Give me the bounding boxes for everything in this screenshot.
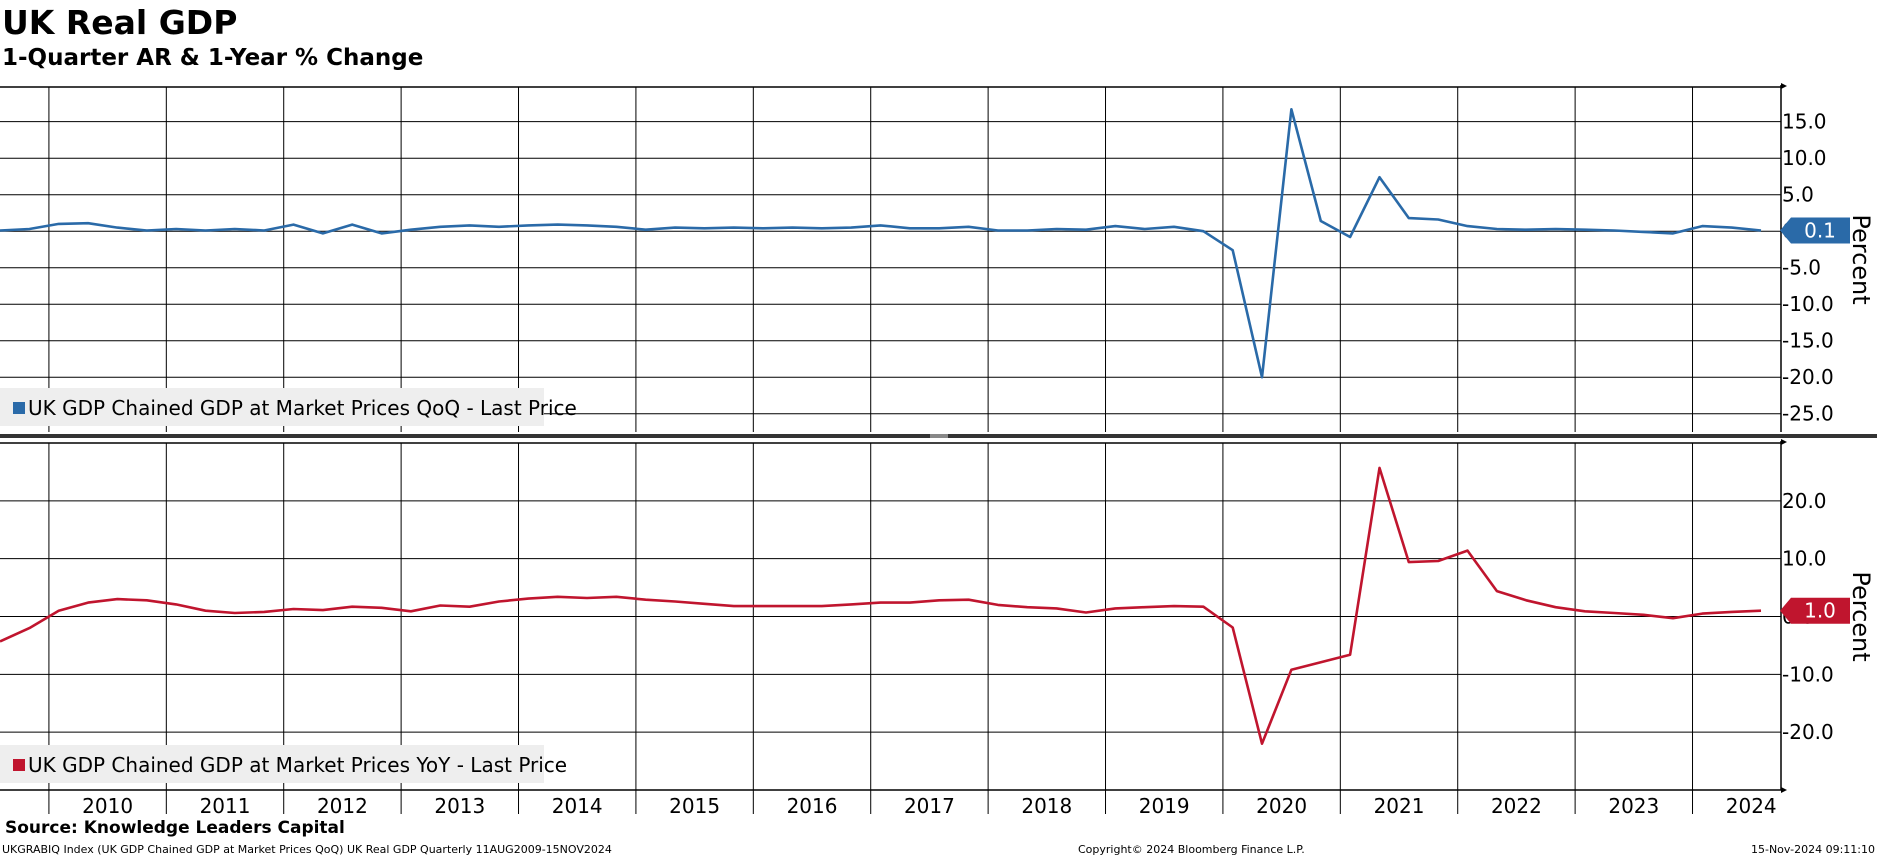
- legend-background: [0, 388, 544, 426]
- legends: UK GDP Chained GDP at Market Prices QoQ …: [0, 388, 577, 783]
- badge-shape: [1780, 597, 1850, 624]
- x-axis-arrow: [1781, 787, 1787, 793]
- footer-copyright: Copyright© 2024 Bloomberg Finance L.P.: [1078, 843, 1305, 856]
- x-tick-label: 2013: [434, 794, 485, 818]
- qoq-series-line: [0, 108, 1762, 379]
- source-note: Source: Knowledge Leaders Capital: [5, 818, 345, 838]
- yoy-series-line: [0, 466, 1762, 746]
- legend-swatch: [13, 402, 25, 414]
- badge-value: 0.1: [1804, 218, 1836, 242]
- legend-yoy: UK GDP Chained GDP at Market Prices YoY …: [0, 745, 567, 783]
- chart-subtitle: 1-Quarter AR & 1-Year % Change: [2, 45, 424, 71]
- footer-timestamp: 15-Nov-2024 09:11:10: [1750, 843, 1875, 856]
- y-tick-label: -20.0: [1782, 720, 1834, 744]
- axis-arrow: [1781, 439, 1787, 445]
- x-tick-label: 2016: [787, 794, 838, 818]
- x-tick-label: 2017: [904, 794, 955, 818]
- footer-description: UKGRABIQ Index (UK GDP Chained GDP at Ma…: [2, 843, 612, 856]
- legend-label: UK GDP Chained GDP at Market Prices YoY …: [28, 753, 567, 777]
- y-tick-label: -5.0: [1782, 256, 1821, 280]
- legend-qoq: UK GDP Chained GDP at Market Prices QoQ …: [0, 388, 577, 426]
- y-tick-label: -20.0: [1782, 365, 1834, 389]
- y-tick-label: 10.0: [1782, 146, 1827, 170]
- y-tick-label: -10.0: [1782, 292, 1834, 316]
- series-lines: [0, 108, 1762, 746]
- y-axis: 15.010.05.00.0-5.0-10.0-15.0-20.0-25.0Pe…: [1782, 110, 1875, 744]
- axis-arrow: [1781, 83, 1787, 89]
- badge-shape: [1780, 217, 1850, 244]
- x-tick-label: 2023: [1608, 794, 1659, 818]
- y-tick-label: 20.0: [1782, 489, 1827, 513]
- chart-title: UK Real GDP: [2, 3, 238, 42]
- x-tick-label: 2018: [1021, 794, 1072, 818]
- x-tick-label: 2011: [200, 794, 251, 818]
- y-tick-label: 5.0: [1782, 183, 1814, 207]
- x-tick-label: 2021: [1374, 794, 1425, 818]
- y-tick-label: 10.0: [1782, 547, 1827, 571]
- x-tick-label: 2014: [552, 794, 603, 818]
- x-axis: 2010 2011 2012 2013 2014 2015 2016 2017 2018 2019…: [0, 787, 1787, 818]
- legend-label: UK GDP Chained GDP at Market Prices QoQ …: [28, 396, 577, 420]
- x-tick-label: 2010: [82, 794, 133, 818]
- last-value-badge-qoq: 0.1: [1780, 217, 1850, 244]
- x-tick-label: 2020: [1256, 794, 1307, 818]
- y-axis-title: Percent: [1847, 571, 1875, 661]
- legend-swatch: [13, 759, 25, 771]
- grid: [0, 87, 1781, 790]
- chart-frame: [0, 83, 1877, 790]
- x-tick-label: 2022: [1491, 794, 1542, 818]
- x-tick-label: 2024: [1726, 794, 1777, 818]
- legend-background: [0, 745, 544, 783]
- y-tick-label: -10.0: [1782, 662, 1834, 686]
- y-tick-label: -25.0: [1782, 402, 1834, 426]
- y-axis-title: Percent: [1847, 214, 1875, 304]
- x-tick-label: 2019: [1139, 794, 1190, 818]
- last-value-badges: 0.1 1.0: [1780, 217, 1850, 624]
- y-tick-label: -15.0: [1782, 329, 1834, 353]
- y-tick-label: 15.0: [1782, 110, 1827, 134]
- last-value-badge-yoy: 1.0: [1780, 597, 1850, 624]
- badge-value: 1.0: [1804, 599, 1836, 623]
- separator-handle: [930, 434, 948, 438]
- x-tick-label: 2012: [317, 794, 368, 818]
- x-tick-label: 2015: [669, 794, 720, 818]
